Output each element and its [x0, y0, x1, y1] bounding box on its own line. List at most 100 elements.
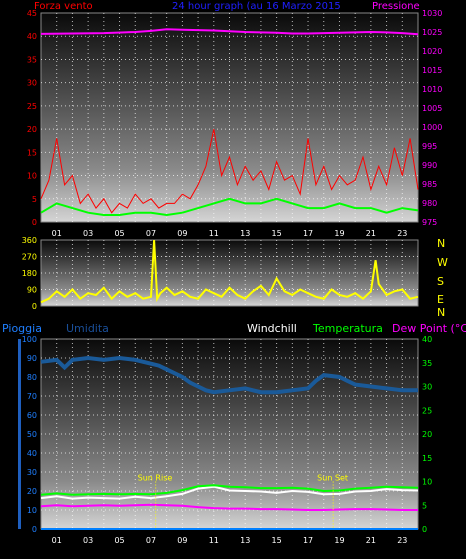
compass-e: E	[437, 293, 444, 306]
y-tick-label: 1030	[422, 9, 442, 18]
x-tick-label: 03	[83, 229, 93, 238]
wind-direction-line	[40, 239, 419, 304]
y-tick-label: 70	[27, 392, 37, 401]
y-tick-label: 1025	[422, 28, 442, 37]
x-tick-label: 11	[209, 536, 219, 545]
compass-n-bottom: N	[437, 306, 445, 319]
y-tick-label: 270	[22, 253, 37, 262]
x-tick-label: 21	[366, 536, 376, 545]
y-tick-label: 15	[422, 454, 432, 463]
y-tick-label: 5	[422, 501, 427, 510]
y-tick-label: 975	[422, 218, 437, 227]
y-tick-label: 25	[27, 102, 37, 111]
x-tick-label: 15	[272, 536, 282, 545]
x-tick-label: 03	[83, 536, 93, 545]
x-tick-label: 17	[303, 536, 313, 545]
pressure-line	[40, 28, 419, 36]
x-tick-label: 23	[397, 536, 407, 545]
y-tick-label: 30	[27, 79, 37, 88]
x-tick-label: 05	[114, 229, 124, 238]
humidity-line	[40, 355, 418, 395]
y-tick-label: 60	[27, 411, 37, 420]
y-tick-label: 995	[422, 142, 437, 151]
rain-axis-bar	[18, 339, 21, 529]
wind-speed-label: Forza vento	[34, 1, 93, 12]
y-tick-label: 30	[27, 468, 37, 477]
x-tick-label: 13	[240, 229, 250, 238]
compass-n-top: N	[437, 237, 445, 250]
compass-w: W	[437, 256, 448, 269]
y-tick-label: 1000	[422, 123, 442, 132]
y-tick-label: 990	[422, 161, 437, 170]
y-tick-label: 0	[422, 525, 427, 534]
y-tick-label: 90	[27, 354, 37, 363]
temperature-line	[40, 484, 419, 496]
y-tick-label: 5	[32, 195, 37, 204]
wind-line	[40, 128, 419, 214]
windchill-line	[40, 485, 419, 500]
x-tick-label: 23	[397, 229, 407, 238]
y-tick-label: 25	[422, 406, 432, 415]
humidity-label: Umidita	[66, 322, 109, 335]
y-tick-label: 90	[27, 286, 37, 295]
y-tick-label: 10	[27, 172, 37, 181]
sun-set-label: Sun Set	[317, 474, 348, 483]
y-tick-label: 1020	[422, 47, 442, 56]
temperature-label: Temperatura	[312, 322, 383, 335]
y-tick-label: 0	[32, 302, 37, 311]
graph-title: 24 hour graph (au 16 Marzo 2015	[172, 1, 341, 12]
pressure-label: Pressione	[372, 1, 420, 12]
tick-labels: 0510152025303540459759809859909951000100…	[22, 9, 443, 545]
y-tick-label: 35	[422, 359, 432, 368]
y-tick-label: 1005	[422, 104, 442, 113]
y-tick-label: 40	[422, 335, 432, 344]
y-tick-label: 30	[422, 383, 432, 392]
y-tick-label: 0	[32, 218, 37, 227]
x-tick-label: 01	[52, 536, 62, 545]
dew-point-line	[40, 503, 418, 511]
y-tick-label: 80	[27, 373, 37, 382]
x-tick-label: 11	[209, 229, 219, 238]
sun-rise-label: Sun Rise	[138, 474, 173, 483]
y-tick-label: 40	[27, 32, 37, 41]
x-tick-label: 09	[177, 536, 187, 545]
x-tick-label: 15	[272, 229, 282, 238]
y-tick-label: 985	[422, 180, 437, 189]
grid-lines	[41, 13, 418, 529]
x-tick-label: 01	[52, 229, 62, 238]
x-tick-label: 21	[366, 229, 376, 238]
y-tick-label: 1015	[422, 66, 442, 75]
rain-label: Pioggia	[2, 322, 42, 335]
windchill-label: Windchill	[247, 322, 297, 335]
y-tick-label: 20	[422, 430, 432, 439]
x-tick-label: 07	[146, 229, 156, 238]
y-tick-label: 10	[27, 506, 37, 515]
x-tick-label: 19	[334, 229, 344, 238]
y-tick-label: 100	[22, 335, 37, 344]
y-tick-label: 20	[27, 125, 37, 134]
x-tick-label: 09	[177, 229, 187, 238]
y-tick-label: 980	[422, 199, 437, 208]
x-tick-label: 05	[114, 536, 124, 545]
x-tick-label: 19	[334, 536, 344, 545]
compass-s: S	[437, 275, 444, 288]
wind-avg-line	[40, 197, 419, 217]
y-tick-label: 1010	[422, 85, 442, 94]
x-tick-label: 07	[146, 536, 156, 545]
series-lines	[18, 28, 419, 530]
y-tick-label: 180	[22, 269, 37, 278]
y-tick-label: 0	[32, 525, 37, 534]
dew-point-label: Dew Point (°C)	[392, 322, 466, 335]
y-tick-label: 360	[22, 236, 37, 245]
y-tick-label: 35	[27, 55, 37, 64]
y-tick-label: 40	[27, 449, 37, 458]
y-tick-label: 15	[27, 148, 37, 157]
y-tick-label: 20	[27, 487, 37, 496]
y-tick-label: 10	[422, 478, 432, 487]
y-tick-label: 50	[27, 430, 37, 439]
x-tick-label: 17	[303, 229, 313, 238]
x-tick-label: 13	[240, 536, 250, 545]
y-tick-label: 45	[27, 9, 37, 18]
